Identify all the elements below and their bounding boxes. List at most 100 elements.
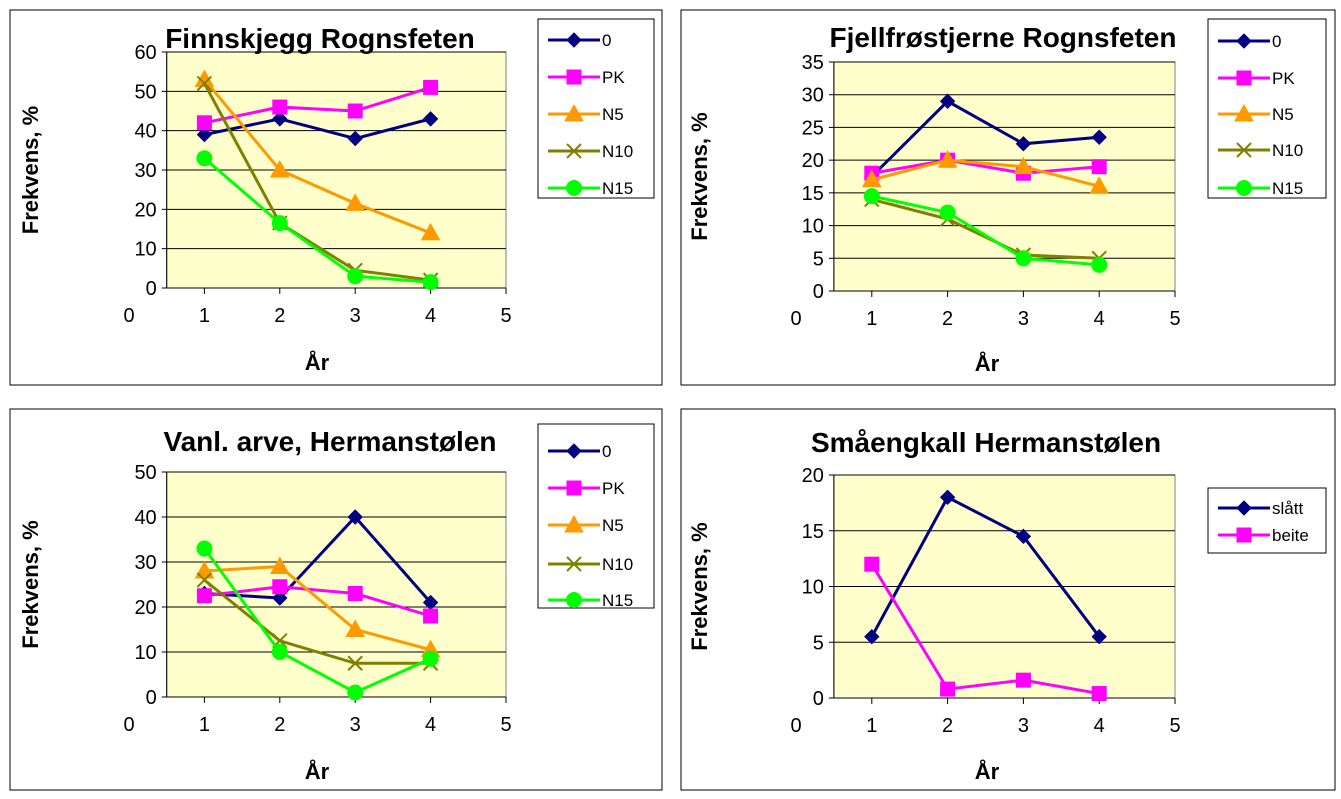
legend-label: N15 xyxy=(602,179,633,198)
x-tick-label: 4 xyxy=(1094,308,1105,330)
data-point xyxy=(194,560,215,579)
series-line xyxy=(203,547,432,695)
y-tick-label: 20 xyxy=(802,465,824,487)
x-tick-label: 2 xyxy=(274,714,285,736)
legend-label: N15 xyxy=(602,591,633,610)
x-tick-label: 5 xyxy=(1169,715,1180,737)
chart-title: Småengkall Hermanstølen xyxy=(811,427,1161,458)
legend: slått beite xyxy=(1207,487,1327,554)
legend-box xyxy=(537,18,655,199)
legend-label: 0 xyxy=(1272,32,1281,51)
series-line xyxy=(871,158,1100,175)
legend-label: N5 xyxy=(1272,105,1294,124)
chart-title: Fjellfrøstjerne Rognsfeten xyxy=(830,22,1177,53)
y-tick-label: 50 xyxy=(134,81,156,103)
y-axis-label: Frekvens, % xyxy=(687,522,712,650)
x-tick-label: 3 xyxy=(1018,308,1029,330)
legend-item: N5 xyxy=(548,103,624,124)
y-tick-label: 10 xyxy=(134,239,156,261)
x-tick-label: 4 xyxy=(425,305,436,327)
series-line xyxy=(204,85,432,125)
y-tick-label: 5 xyxy=(813,248,824,270)
series-N5 xyxy=(194,556,441,658)
data-point xyxy=(939,489,956,506)
x-tick-label: 3 xyxy=(1018,715,1029,737)
data-point xyxy=(864,628,880,645)
x-tick-label: 0 xyxy=(790,715,801,737)
legend-marker xyxy=(1236,142,1252,158)
legend-label: PK xyxy=(602,68,625,87)
legend-marker xyxy=(566,592,582,608)
legend-box xyxy=(537,423,655,609)
x-tick-label: 0 xyxy=(123,714,134,736)
x-axis-label: År xyxy=(305,758,330,784)
series-PK xyxy=(196,579,439,624)
x-tick-label: 2 xyxy=(942,715,953,737)
legend-box xyxy=(1207,18,1327,199)
series-line xyxy=(871,194,1100,267)
series-N15 xyxy=(863,188,1108,273)
series-line xyxy=(870,495,1101,638)
legend-item: N15 xyxy=(1218,179,1303,198)
data-point xyxy=(1091,129,1107,145)
data-point xyxy=(422,111,439,127)
y-tick-label: 0 xyxy=(813,281,824,303)
data-point xyxy=(1015,250,1032,267)
data-point xyxy=(272,99,288,115)
series-line xyxy=(203,157,431,284)
legend-marker xyxy=(566,556,582,572)
series-line xyxy=(870,563,1100,696)
y-tick-label: 40 xyxy=(134,121,156,143)
y-tick-label: 20 xyxy=(134,597,156,619)
data-point xyxy=(1091,256,1108,273)
x-tick-label: 1 xyxy=(866,715,877,737)
x-tick-label: 0 xyxy=(790,308,801,330)
legend-marker xyxy=(564,103,584,122)
legend-marker xyxy=(566,69,582,85)
legend: 0 PK N5 N10 N15 xyxy=(537,423,655,610)
legend-label: N10 xyxy=(602,142,633,161)
y-tick-label: 30 xyxy=(802,85,824,107)
y-tick-label: 50 xyxy=(134,462,156,484)
legend: 0 PK N5 N10 N15 xyxy=(537,18,655,199)
data-point xyxy=(272,590,288,606)
data-point xyxy=(420,222,441,241)
data-point xyxy=(861,169,882,188)
legend-item: beite xyxy=(1218,526,1309,545)
legend-label: N10 xyxy=(1272,141,1303,160)
x-tick-label: 5 xyxy=(1169,308,1180,330)
y-axis-label: Frekvens, % xyxy=(687,112,712,240)
data-point xyxy=(347,655,363,671)
y-tick-label: 15 xyxy=(802,521,824,543)
x-tick-label: 2 xyxy=(274,305,285,327)
series-line xyxy=(871,158,1100,188)
data-point xyxy=(272,111,288,127)
data-point xyxy=(863,188,880,205)
legend-item: N10 xyxy=(548,555,633,574)
y-tick-label: 0 xyxy=(813,688,824,710)
series-line xyxy=(204,585,432,618)
y-tick-label: 30 xyxy=(134,552,156,574)
legend: 0 PK N5 N10 N15 xyxy=(1207,18,1327,199)
legend-marker xyxy=(566,143,582,159)
data-point xyxy=(347,103,363,119)
legend-label: N5 xyxy=(602,105,624,124)
y-tick-label: 10 xyxy=(134,642,156,664)
legend-item: 0 xyxy=(548,442,611,461)
series-N15 xyxy=(196,150,439,291)
legend-marker xyxy=(1236,527,1252,543)
data-point xyxy=(937,150,958,168)
legend-box xyxy=(1207,487,1327,554)
legend-label: beite xyxy=(1272,526,1309,545)
series-N15 xyxy=(196,540,439,701)
legend-item: PK xyxy=(548,479,625,498)
y-tick-label: 40 xyxy=(134,507,156,529)
legend-item: N10 xyxy=(1218,141,1303,160)
series-line xyxy=(204,564,431,652)
data-point xyxy=(196,75,213,92)
legend-item: N5 xyxy=(548,514,624,535)
y-tick-label: 20 xyxy=(134,199,156,221)
data-point xyxy=(271,215,288,232)
y-tick-label: 10 xyxy=(802,216,824,238)
